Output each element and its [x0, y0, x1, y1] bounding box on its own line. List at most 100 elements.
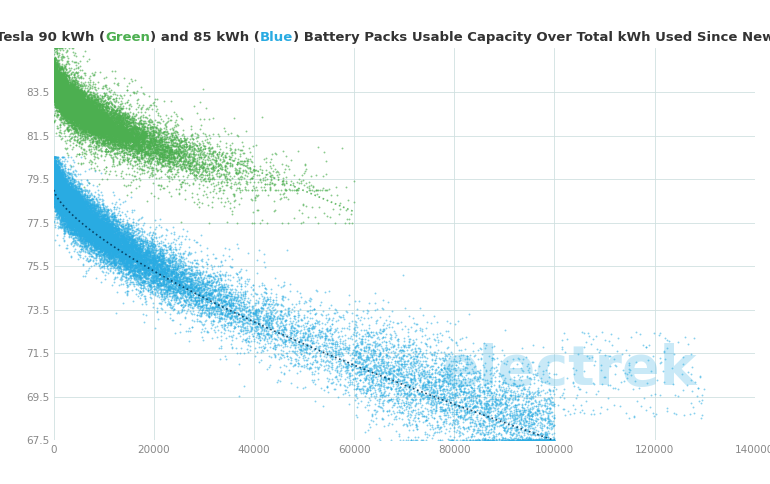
Point	[55, 193, 68, 201]
Point	[131, 255, 143, 262]
Point	[127, 257, 139, 265]
Point	[55, 196, 68, 204]
Point	[69, 97, 81, 105]
Point	[72, 107, 84, 115]
Point	[62, 200, 75, 208]
Point	[66, 99, 79, 107]
Point	[524, 380, 537, 388]
Point	[75, 119, 88, 127]
Point	[136, 253, 149, 261]
Point	[119, 252, 132, 260]
Point	[62, 127, 74, 135]
Point	[82, 122, 95, 130]
Point	[405, 391, 417, 398]
Point	[118, 240, 130, 247]
Point	[141, 125, 153, 133]
Point	[62, 200, 75, 208]
Point	[98, 211, 110, 218]
Point	[92, 127, 105, 135]
Point	[48, 76, 60, 83]
Point	[83, 103, 95, 110]
Point	[138, 160, 150, 168]
Point	[385, 385, 397, 393]
Point	[69, 233, 81, 241]
Point	[91, 116, 103, 123]
Point	[138, 268, 150, 275]
Point	[53, 88, 65, 96]
Point	[285, 354, 297, 362]
Point	[62, 198, 74, 206]
Point	[65, 207, 77, 214]
Point	[75, 211, 87, 219]
Point	[320, 345, 332, 352]
Point	[81, 198, 93, 206]
Point	[56, 92, 69, 100]
Point	[56, 200, 69, 208]
Point	[79, 227, 91, 235]
Point	[139, 254, 151, 261]
Point	[54, 75, 66, 82]
Point	[82, 96, 94, 104]
Point	[79, 104, 92, 112]
Point	[78, 227, 90, 235]
Point	[79, 123, 92, 131]
Point	[57, 215, 69, 223]
Point	[87, 231, 99, 239]
Point	[79, 229, 91, 237]
Point	[129, 241, 142, 248]
Point	[143, 161, 156, 168]
Point	[134, 115, 146, 122]
Point	[102, 222, 114, 229]
Point	[50, 90, 62, 97]
Point	[544, 437, 557, 444]
Point	[52, 206, 64, 214]
Point	[49, 69, 61, 77]
Point	[259, 324, 271, 332]
Point	[146, 238, 158, 245]
Point	[97, 106, 109, 114]
Point	[79, 238, 92, 245]
Point	[532, 377, 544, 384]
Point	[134, 247, 146, 255]
Point	[72, 219, 84, 227]
Point	[110, 227, 122, 235]
Point	[90, 115, 102, 123]
Point	[115, 252, 127, 259]
Point	[71, 113, 83, 121]
Point	[136, 260, 149, 268]
Point	[209, 163, 222, 170]
Point	[426, 362, 438, 370]
Point	[547, 437, 560, 444]
Point	[375, 378, 387, 386]
Point	[497, 414, 509, 422]
Point	[81, 95, 93, 103]
Point	[50, 191, 62, 199]
Point	[137, 257, 149, 265]
Point	[105, 100, 117, 107]
Point	[56, 194, 69, 202]
Point	[109, 238, 122, 246]
Point	[58, 226, 70, 233]
Point	[178, 296, 190, 303]
Point	[61, 221, 73, 228]
Point	[53, 87, 65, 95]
Point	[119, 131, 132, 139]
Point	[73, 251, 85, 259]
Point	[52, 86, 65, 94]
Point	[172, 295, 185, 303]
Point	[49, 190, 62, 197]
Point	[85, 124, 98, 132]
Point	[242, 311, 254, 319]
Point	[103, 127, 116, 135]
Point	[78, 69, 90, 77]
Point	[138, 151, 150, 159]
Point	[129, 136, 142, 143]
Point	[473, 368, 485, 376]
Point	[55, 181, 68, 189]
Point	[73, 209, 85, 216]
Point	[49, 83, 61, 91]
Point	[119, 133, 131, 140]
Point	[52, 81, 65, 89]
Point	[85, 235, 97, 243]
Point	[69, 210, 82, 217]
